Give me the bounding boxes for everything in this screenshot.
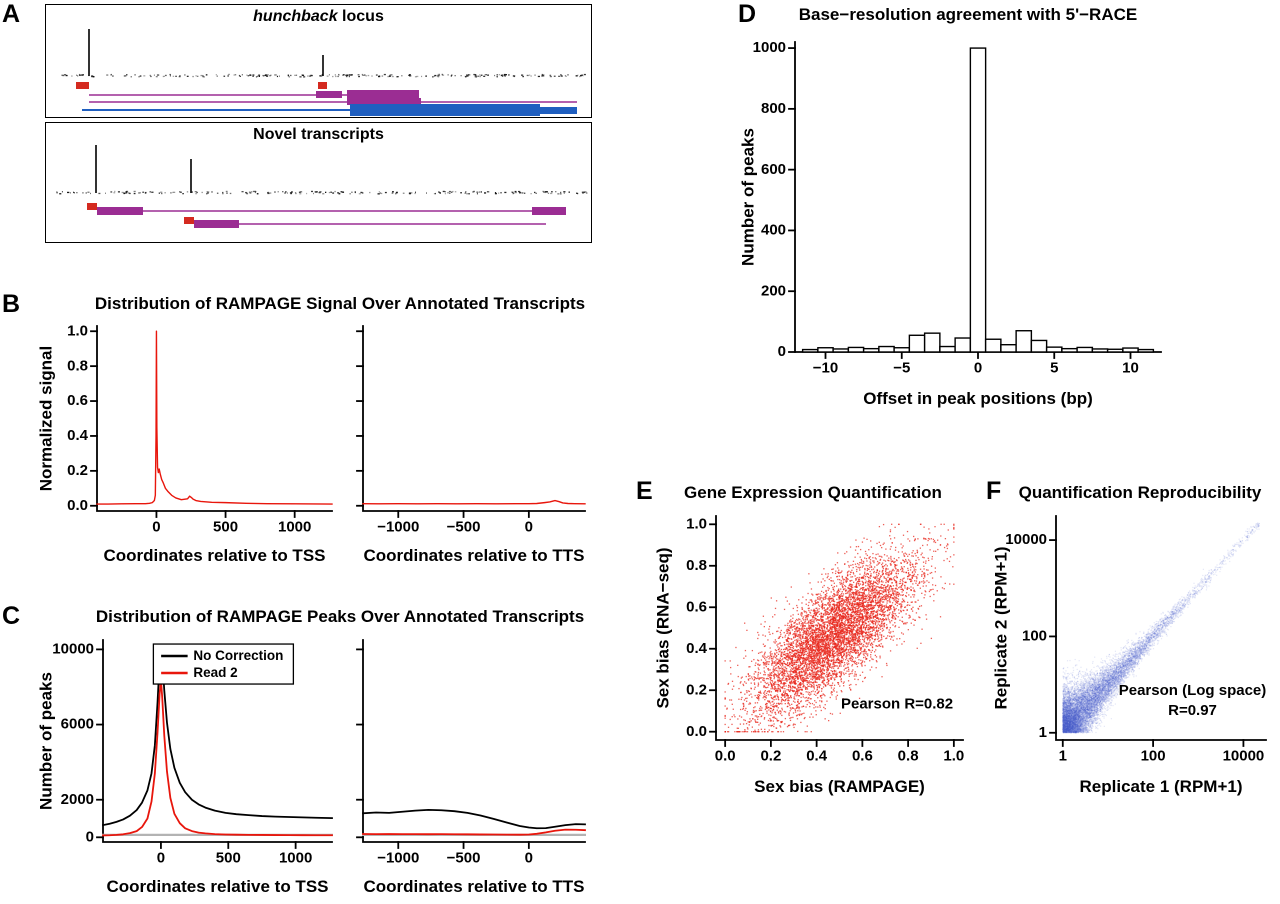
panel-c-title: Distribution of RAMPAGE Peaks Over Annot… [95, 607, 585, 626]
panel-e-label: E [636, 477, 653, 505]
race-offset-histogram [735, 26, 1175, 414]
replicate-scatter [988, 506, 1280, 802]
panel-b-label: B [2, 290, 21, 318]
hunchback-locus-title: hunchback locus [46, 8, 591, 26]
signal-tss-plot [33, 316, 340, 571]
novel-transcripts-title: Novel transcripts [253, 126, 384, 143]
novel-transcripts-box: Novel transcripts [45, 122, 592, 243]
signal-tts-plot [345, 316, 593, 571]
panel-f-label: F [986, 477, 1002, 505]
peaks-tss-plot [33, 630, 340, 902]
novel-transcripts-tracks [56, 145, 588, 228]
hunchback-locus-box: hunchback locus [45, 4, 592, 118]
hunchback-gene-name: hunchback [253, 8, 338, 25]
panel-c-label: C [2, 602, 21, 630]
panel-b-title: Distribution of RAMPAGE Signal Over Anno… [94, 294, 586, 313]
panel-a-label: A [2, 0, 21, 28]
panel-e-title: Gene Expression Quantification [684, 483, 942, 502]
peaks-tts-plot [345, 630, 593, 902]
panel-d-title: Base−resolution agreement with 5'−RACE [798, 5, 1138, 24]
panel-d-label: D [738, 0, 757, 28]
locus-title-rest: locus [337, 8, 384, 25]
sex-bias-scatter [650, 506, 975, 802]
panel-f-title: Quantification Reproducibility [1018, 483, 1262, 502]
hunchback-locus-tracks [61, 29, 586, 116]
